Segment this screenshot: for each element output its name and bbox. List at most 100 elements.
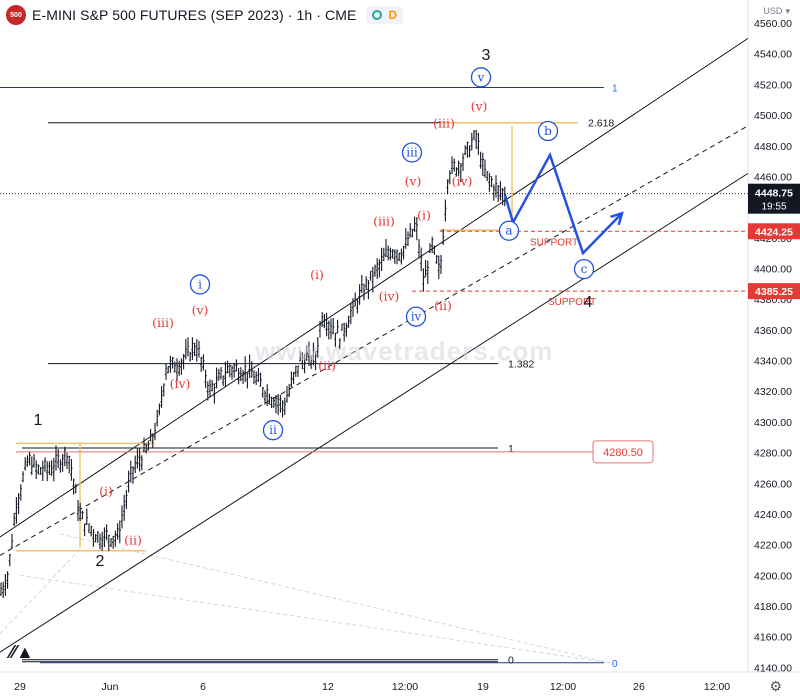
fib-level-label: 1.382 — [508, 359, 534, 371]
chevron-down-icon: ▾ — [785, 6, 790, 16]
currency-selector[interactable]: USD ▾ — [763, 5, 790, 17]
watermark: www.wavetraders.com — [255, 336, 554, 366]
fib-level-label: 0 — [508, 655, 514, 667]
wave-label: (i) — [310, 267, 324, 282]
wave-label: (v) — [471, 98, 488, 113]
symbol-title[interactable]: E-MINI S&P 500 FUTURES (SEP 2023) · 1h ·… — [32, 7, 357, 23]
countdown-label: 19:55 — [761, 202, 786, 213]
wave-label-circle[interactable] — [405, 306, 427, 327]
price-tag-label: 4424.25 — [755, 226, 793, 238]
chart-header: 500 E-MINI S&P 500 FUTURES (SEP 2023) · … — [0, 0, 404, 30]
wave-label: b — [544, 124, 552, 138]
x-tick-label: Jun — [102, 681, 119, 693]
channel-line[interactable] — [0, 172, 749, 653]
wave-label-circle[interactable] — [498, 220, 520, 241]
fib-level-label: 2.618 — [588, 118, 614, 130]
x-tick-label: 29 — [14, 681, 26, 693]
x-tick-label: 12:00 — [392, 681, 418, 693]
blue-level-label: 1 — [612, 83, 618, 94]
x-tick-label: 6 — [200, 681, 206, 693]
wave-label: (v) — [192, 303, 209, 318]
y-tick-label: 4400.00 — [754, 263, 792, 275]
y-tick-label: 4520.00 — [754, 79, 792, 91]
y-tick-label: 4460.00 — [754, 171, 792, 183]
currency-label: USD — [763, 6, 783, 16]
wave-label: i — [198, 277, 202, 291]
wave-label: (iv) — [452, 174, 473, 189]
y-tick-label: 4340.00 — [754, 356, 792, 368]
red-level-tag-label: 4280.50 — [603, 447, 643, 459]
y-tick-label: 4220.00 — [754, 540, 792, 552]
wave-label: 2 — [96, 553, 105, 570]
y-tick-label: 4240.00 — [754, 509, 792, 521]
support-label: SUPPORT — [548, 297, 596, 308]
y-tick-label: 4180.00 — [754, 601, 792, 613]
y-tick-label: 4540.00 — [754, 49, 792, 61]
y-tick-label: 4560.00 — [754, 18, 792, 30]
projection-path[interactable] — [503, 151, 623, 256]
guide-line — [59, 533, 611, 664]
y-tick-label: 4500.00 — [754, 110, 792, 122]
wave-label: v — [477, 70, 485, 84]
y-tick-label: 4300.00 — [754, 417, 792, 429]
wave-label: iv — [411, 310, 422, 324]
projection-arrowhead — [610, 211, 624, 226]
y-tick-label: 4480.00 — [754, 141, 792, 153]
wave-label: (v) — [405, 174, 422, 189]
delayed-data-badge: D — [388, 8, 398, 22]
x-tick-label: 19 — [477, 681, 489, 693]
x-tick-label: 12:00 — [704, 681, 730, 693]
red-level-tag[interactable] — [592, 440, 654, 464]
last-price-tag — [748, 183, 800, 214]
y-tick-label: 4200.00 — [754, 570, 792, 582]
wave-label: (i) — [417, 207, 431, 222]
wave-label-circle[interactable] — [262, 420, 284, 441]
status-indicators[interactable]: D — [366, 6, 404, 24]
wave-label: (ii) — [124, 533, 142, 548]
tradingview-logo-icon[interactable]: ⁄⁄▲ — [10, 642, 34, 662]
price-tag — [748, 283, 800, 300]
wave-label: c — [581, 262, 588, 276]
wave-label: (iii) — [152, 315, 174, 330]
market-open-icon — [372, 10, 383, 20]
support-label: SUPPORT — [530, 237, 578, 248]
wave-label-circle[interactable] — [401, 142, 423, 163]
channel-line[interactable] — [0, 37, 749, 538]
guide-line — [0, 548, 81, 634]
blue-level-label: 0 — [612, 659, 618, 670]
wave-label: (iv) — [170, 376, 191, 391]
wave-label-circle[interactable] — [470, 67, 492, 88]
y-tick-label: 4360.00 — [754, 325, 792, 337]
wave-label-circle[interactable] — [573, 258, 595, 280]
y-tick-label: 4140.00 — [754, 662, 792, 674]
wave-label: 1 — [34, 412, 43, 429]
wave-label: (ii) — [318, 358, 336, 373]
y-tick-label: 4160.00 — [754, 632, 792, 644]
wave-label-circle[interactable] — [189, 274, 211, 295]
wave-label: (iv) — [379, 289, 400, 304]
wave-label: 3 — [482, 47, 491, 64]
last-price-label: 4448.75 — [755, 188, 793, 200]
wave-label: (iii) — [373, 214, 395, 229]
x-tick-label: 12:00 — [550, 681, 576, 693]
wave-label: (i) — [99, 484, 113, 499]
wave-label: iii — [406, 145, 418, 159]
fib-level-label: 1 — [508, 443, 514, 455]
wave-label: (ii) — [434, 298, 452, 313]
price-tag-label: 4385.25 — [755, 286, 793, 298]
wave-label: (iii) — [433, 115, 455, 130]
wave-label: ii — [269, 423, 277, 437]
price-tag — [748, 223, 800, 240]
symbol-logo: 500 — [6, 5, 26, 25]
wave-label: a — [505, 224, 512, 238]
wave-label: 4 — [584, 294, 593, 311]
x-tick-label: 26 — [633, 681, 645, 693]
x-tick-label: 12 — [322, 681, 334, 693]
y-tick-label: 4320.00 — [754, 386, 792, 398]
y-tick-label: 4260.00 — [754, 478, 792, 490]
guide-line — [19, 574, 611, 664]
y-tick-label: 4280.00 — [754, 448, 792, 460]
wave-label-circle[interactable] — [537, 120, 559, 142]
gear-icon[interactable]: ⚙ — [769, 678, 782, 694]
